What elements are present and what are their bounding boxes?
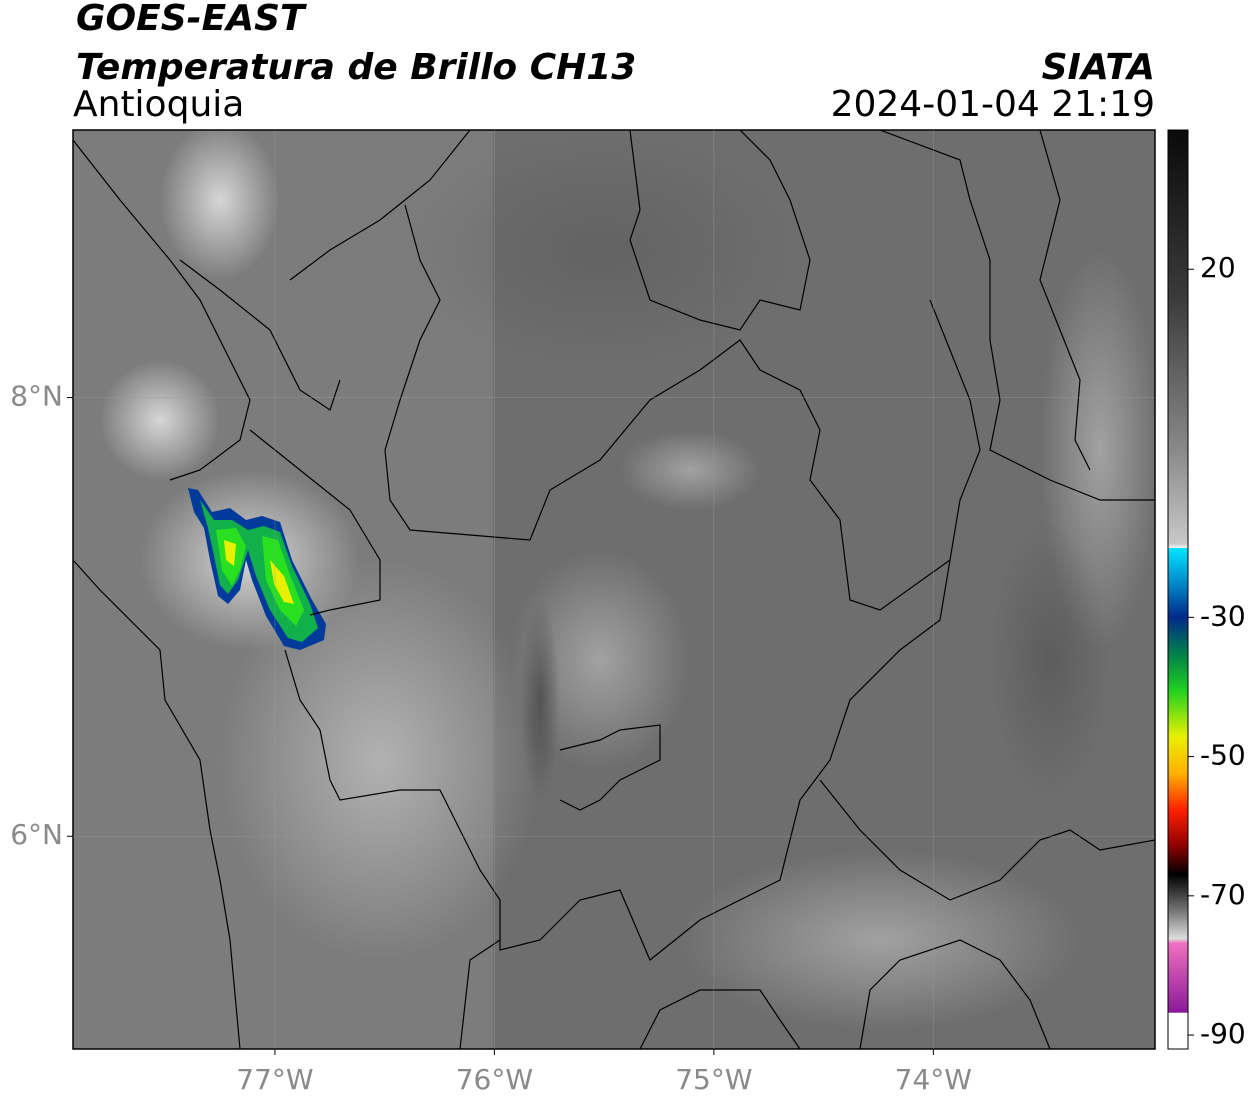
subtitle: Temperatura de Brillo CH13 — [76, 47, 636, 88]
colorbar-tick-label: 20 — [1200, 251, 1236, 284]
title: GOES-EAST — [76, 0, 307, 39]
colorbar-tick-label: -30 — [1200, 599, 1246, 632]
x-tick-label: 77°W — [236, 1063, 313, 1096]
colorbar — [1167, 129, 1189, 1050]
datetime: 2024-01-04 21:19 — [831, 84, 1155, 125]
x-tick-label: 75°W — [675, 1063, 752, 1096]
y-tick-label: 6°N — [10, 818, 63, 851]
x-tick-label: 76°W — [456, 1063, 533, 1096]
colorbar-tick-label: -90 — [1200, 1017, 1246, 1050]
map-frame — [72, 129, 1156, 1050]
colorbar-tick-label: -50 — [1200, 739, 1246, 772]
x-tick-label: 74°W — [895, 1063, 972, 1096]
region: Antioquia — [73, 84, 244, 125]
y-tick-label: 8°N — [10, 380, 63, 413]
map-image — [73, 130, 1155, 1049]
source: SIATA — [1042, 47, 1155, 88]
colorbar-tick-label: -70 — [1200, 878, 1246, 911]
